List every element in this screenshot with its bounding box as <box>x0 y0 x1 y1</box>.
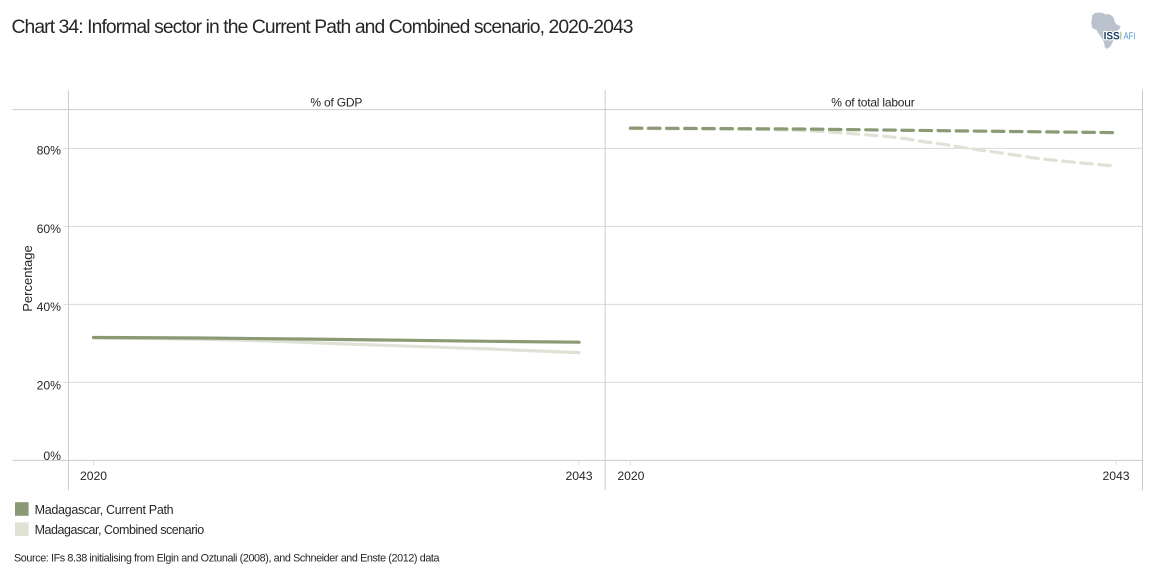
svg-text:% of total labour: % of total labour <box>831 96 915 110</box>
svg-text:Chart 34: Informal sector in t: Chart 34: Informal sector in the Current… <box>12 17 633 38</box>
svg-text:2043: 2043 <box>565 469 592 483</box>
svg-text:2043: 2043 <box>1102 469 1129 483</box>
svg-text:60%: 60% <box>37 222 62 236</box>
svg-text:20%: 20% <box>37 379 62 393</box>
svg-text:Madagascar, Combined scenario: Madagascar, Combined scenario <box>35 523 205 537</box>
svg-text:2020: 2020 <box>80 469 107 483</box>
svg-text:40%: 40% <box>37 300 62 314</box>
svg-text:80%: 80% <box>37 144 62 158</box>
svg-text:Percentage: Percentage <box>20 245 35 312</box>
svg-text:Source: IFs 8.38 initialising: Source: IFs 8.38 initialising from Elgin… <box>14 553 440 565</box>
svg-text:Madagascar, Current Path: Madagascar, Current Path <box>35 503 174 517</box>
svg-text:2020: 2020 <box>617 469 644 483</box>
svg-text:% of GDP: % of GDP <box>310 96 362 110</box>
svg-text:0%: 0% <box>43 449 61 463</box>
